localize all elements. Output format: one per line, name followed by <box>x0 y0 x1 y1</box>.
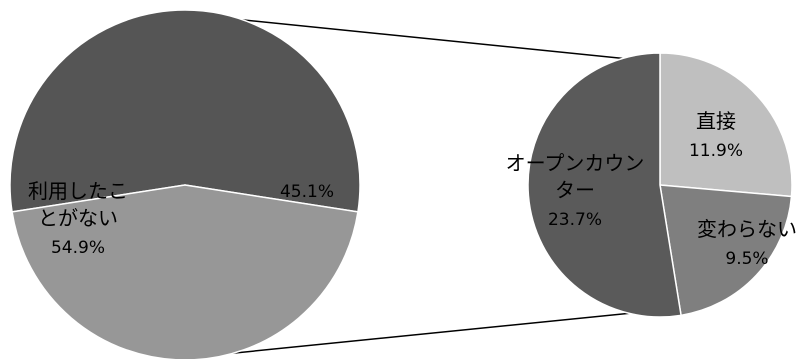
label-open-counter: オープンカウンター 23.7% <box>506 151 645 230</box>
data-labels: 利用したことがない 54.9% 45.1% 直接 11.9% 変わらない 9.5% オープンカ… <box>28 109 797 269</box>
connector-line-bottom <box>184 308 673 359</box>
pie-slice-never-used <box>9 9 361 213</box>
pie-slice-direct <box>659 52 793 198</box>
secondary-pie <box>527 52 793 318</box>
label-never-used: 利用したことがない 54.9% <box>28 179 128 258</box>
connector-lines <box>184 13 673 359</box>
pie-slice-used <box>11 184 359 359</box>
pie-slice-open-counter <box>527 52 682 318</box>
label-direct: 直接 11.9% <box>689 109 743 161</box>
connector-line-top <box>184 13 669 64</box>
label-used: 45.1% <box>280 182 334 202</box>
pie-slice-unchanged <box>659 184 793 317</box>
label-unchanged: 変わらない 9.5% <box>697 217 797 269</box>
main-pie <box>9 9 361 359</box>
